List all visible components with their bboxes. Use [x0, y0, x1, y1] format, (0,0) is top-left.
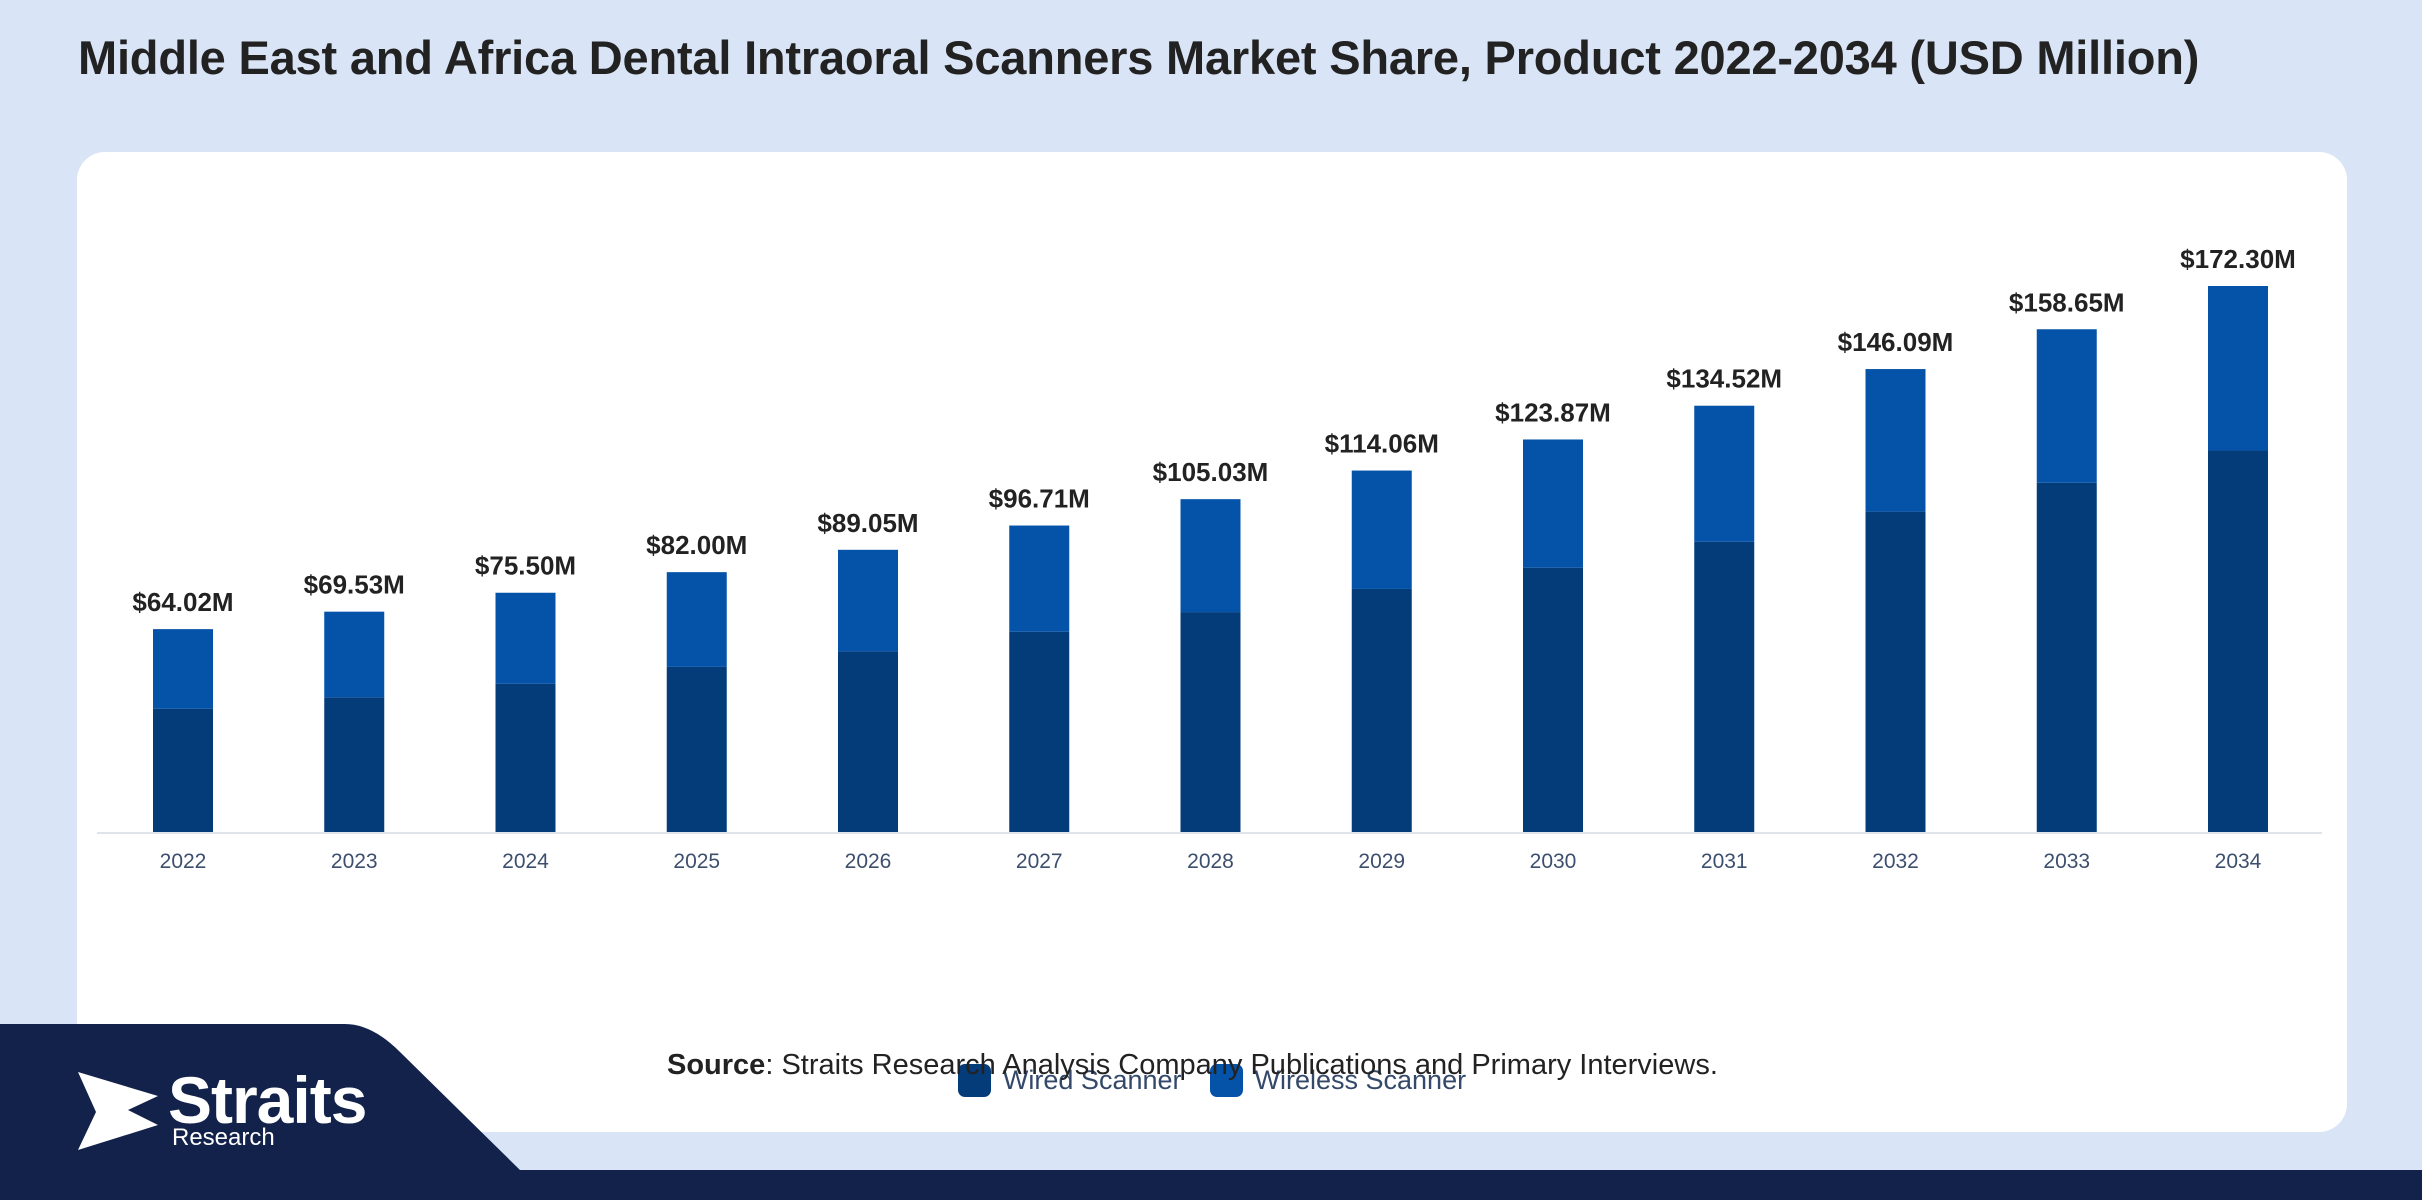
x-tick-label-2032: 2032 [1872, 850, 1919, 873]
bar-wired-2034[interactable] [2208, 450, 2268, 832]
x-tick-label-2027: 2027 [1016, 850, 1063, 873]
bar-wired-2022[interactable] [153, 708, 213, 832]
bar-wireless-2027[interactable] [1009, 525, 1070, 632]
total-label-2028: $105.03M [1153, 457, 1269, 487]
x-tick-label-2025: 2025 [673, 850, 720, 873]
total-label-2025: $82.00M [646, 530, 747, 560]
bar-wired-2029[interactable] [1351, 588, 1412, 832]
chart-panel: $64.02M 2022 $69.53M 2023 $75.50M 2024 $82.00M… [77, 152, 2347, 1132]
bar-wireless-2023[interactable] [324, 611, 385, 698]
footer-wave [0, 1024, 600, 1200]
total-label-2022: $64.02M [132, 587, 233, 617]
footer-band [0, 1170, 2422, 1200]
source-text: : Straits Research Analysis Company Publ… [765, 1049, 1718, 1081]
total-label-2024: $75.50M [475, 551, 576, 581]
legend-swatch-wired [957, 1064, 991, 1097]
bar-wireless-2031[interactable] [1694, 405, 1755, 542]
total-label-2029: $114.06M [1325, 429, 1439, 459]
bar-wired-2032[interactable] [1865, 511, 1926, 832]
bar-wired-2033[interactable] [2036, 482, 2097, 832]
bar-wireless-2029[interactable] [1351, 470, 1412, 589]
legend-item-wired[interactable]: Wired Scanner [957, 1064, 1182, 1097]
bar-wired-2027[interactable] [1009, 631, 1070, 832]
total-label-2023: $69.53M [304, 570, 405, 600]
bar-wireless-2024[interactable] [495, 592, 556, 684]
x-tick-label-2026: 2026 [845, 850, 892, 873]
total-label-2027: $96.71M [989, 484, 1090, 514]
legend-label-wired: Wired Scanner [1002, 1065, 1182, 1095]
total-label-2033: $158.65M [2009, 287, 2125, 317]
source-note: Source: Straits Research Analysis Compan… [667, 1049, 1718, 1082]
bar-wired-2026[interactable] [838, 651, 898, 832]
legend-label-wireless: Wireless Scanner [1254, 1065, 1467, 1095]
source-label: Source [667, 1049, 766, 1081]
straits-logo-icon [78, 1072, 158, 1150]
x-tick-label-2024: 2024 [502, 850, 549, 873]
x-tick-label-2028: 2028 [1187, 850, 1234, 873]
total-label-2026: $89.05M [817, 508, 918, 538]
legend-item-wireless[interactable]: Wireless Scanner [1209, 1064, 1467, 1097]
chart-legend: Wired Scanner Wireless Scanner [77, 1064, 2347, 1097]
bar-wireless-2033[interactable] [2036, 329, 2097, 483]
total-label-2032: $146.09M [1838, 327, 1954, 357]
bar-wired-2030[interactable] [1523, 567, 1583, 832]
bar-wired-2028[interactable] [1180, 612, 1241, 832]
logo-subtitle: Research [172, 1124, 275, 1151]
bar-wired-2024[interactable] [495, 683, 556, 832]
total-label-2034: $172.30M [2180, 244, 2296, 274]
bar-wireless-2030[interactable] [1523, 439, 1583, 568]
x-tick-label-2031: 2031 [1701, 850, 1748, 873]
x-tick-label-2029: 2029 [1358, 850, 1405, 873]
x-tick-label-2034: 2034 [2215, 850, 2262, 873]
stacked-bar-chart: $64.02M 2022 $69.53M 2023 $75.50M 2024 $82.00M… [97, 244, 2322, 873]
x-tick-label-2023: 2023 [331, 850, 378, 873]
x-tick-label-2030: 2030 [1530, 850, 1577, 873]
bar-wired-2023[interactable] [324, 697, 385, 832]
bar-wireless-2034[interactable] [2208, 286, 2268, 451]
x-tick-label-2033: 2033 [2043, 850, 2090, 873]
bar-wired-2025[interactable] [666, 666, 727, 832]
total-label-2030: $123.87M [1495, 397, 1611, 427]
logo-name: Straits [168, 1063, 367, 1137]
chart-title: Middle East and Africa Dental Intraoral … [78, 31, 2200, 84]
legend-swatch-wireless [1209, 1064, 1243, 1097]
bar-wireless-2026[interactable] [838, 549, 898, 652]
total-label-2031: $134.52M [1666, 364, 1782, 394]
bar-wired-2031[interactable] [1694, 541, 1755, 832]
x-tick-label-2022: 2022 [160, 850, 207, 873]
bar-wireless-2028[interactable] [1180, 499, 1241, 613]
bar-wireless-2032[interactable] [1865, 369, 1926, 512]
bar-wireless-2022[interactable] [153, 629, 213, 709]
bar-wireless-2025[interactable] [666, 572, 727, 667]
